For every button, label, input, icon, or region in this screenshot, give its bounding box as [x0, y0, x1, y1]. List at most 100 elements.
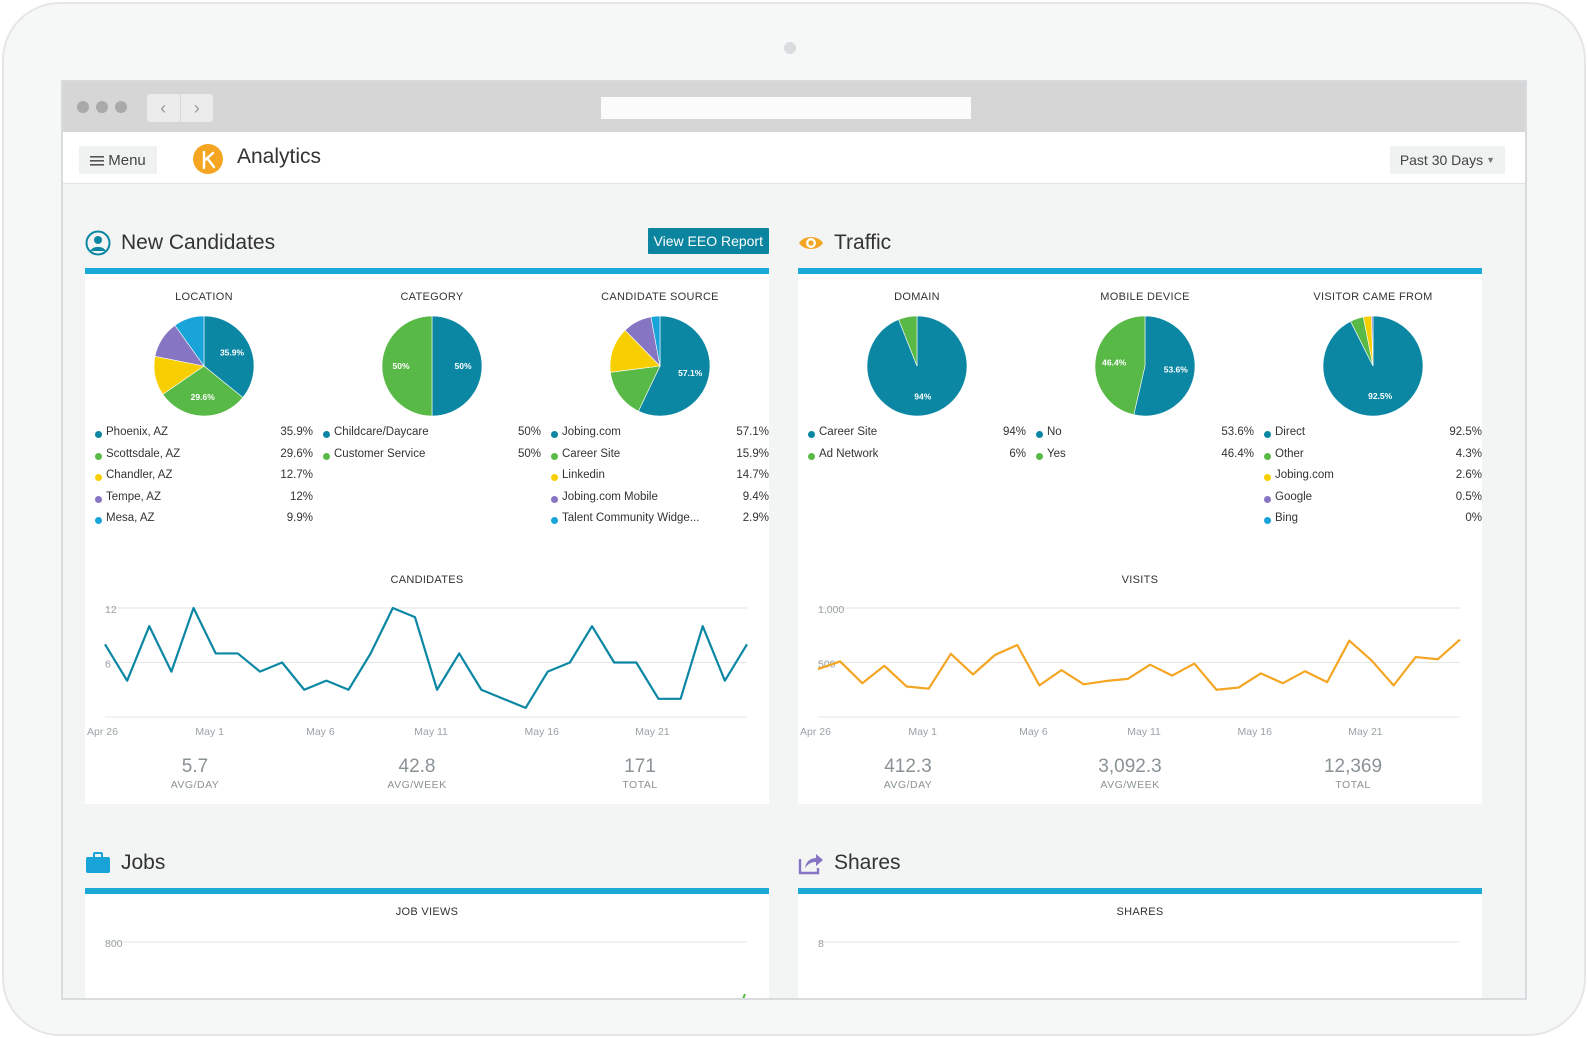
- pie-slice[interactable]: [1371, 315, 1374, 367]
- pie-legend: Direct 92.5% Other 4.3% Jobing.com 2.6% Google…: [1264, 426, 1482, 534]
- legend-label: Chandler, AZ: [106, 469, 173, 481]
- address-bar[interactable]: [601, 97, 971, 119]
- slice-label: 92.5%: [1368, 391, 1393, 401]
- legend-swatch: [95, 517, 102, 524]
- legend-item[interactable]: Tempe, AZ 12%: [95, 491, 313, 513]
- pie-slice[interactable]: [898, 315, 918, 367]
- pie-title: CANDIDATE SOURCE: [601, 291, 719, 303]
- window-close-dot[interactable]: [77, 101, 89, 113]
- legend-item[interactable]: Google 0.5%: [1264, 491, 1482, 513]
- legend-label: Jobing.com: [1275, 469, 1334, 481]
- legend-item[interactable]: Linkedin 14.7%: [551, 469, 769, 491]
- legend-value: 2.9%: [742, 512, 769, 524]
- legend-item[interactable]: Jobing.com 57.1%: [551, 426, 769, 448]
- stat-value: 171: [624, 756, 656, 777]
- legend-label: Direct: [1275, 426, 1306, 438]
- legend-item[interactable]: Phoenix, AZ 35.9%: [95, 426, 313, 448]
- x-tick-label: May 6: [1019, 726, 1048, 738]
- pie-slice[interactable]: [1133, 315, 1196, 417]
- pie-chart: 94%: [866, 315, 968, 417]
- y-tick-label: 6: [105, 659, 111, 671]
- legend-label: Customer Service: [334, 447, 426, 460]
- legend-label: Other: [1275, 447, 1304, 460]
- legend-value: 15.9%: [736, 447, 769, 460]
- menu-button[interactable]: Menu: [79, 146, 157, 174]
- legend-label: Jobing.com: [562, 426, 621, 438]
- legend-label: Google: [1275, 490, 1313, 503]
- pie-slice[interactable]: [381, 315, 433, 417]
- legend-item[interactable]: Yes 46.4%: [1036, 448, 1254, 470]
- window-maximize-dot[interactable]: [115, 101, 127, 113]
- legend-value: 94%: [1002, 426, 1026, 438]
- pie-title: LOCATION: [175, 291, 233, 303]
- legend-swatch: [323, 452, 330, 460]
- legend-value: 0%: [1465, 512, 1482, 524]
- legend-value: 12%: [289, 490, 313, 503]
- y-tick-label: 1,000: [818, 604, 844, 616]
- slice-label: 57.1%: [678, 368, 703, 378]
- pie-slice[interactable]: [610, 365, 661, 412]
- stat-value: 42.8: [398, 756, 436, 777]
- legend-swatch: [551, 452, 558, 460]
- legend-swatch: [1264, 431, 1271, 438]
- view-eeo-report-button[interactable]: View EEO Report: [647, 228, 769, 254]
- candidates-panel: LOCATION 35.9% 29.6% Phoenix, AZ 35.9% Scotts…: [85, 268, 769, 804]
- back-icon[interactable]: ‹: [160, 97, 167, 118]
- legend-item[interactable]: No 53.6%: [1036, 426, 1254, 448]
- candidates-line-chart: 6 12 Apr 26 May 1 May 6 May 11 May 16 May 21: [87, 604, 748, 738]
- candidates-pie-candidate-source: CANDIDATE SOURCE 57.1% Jobing.com 57.1% Care…: [551, 274, 769, 534]
- legend-swatch: [808, 431, 815, 438]
- legend-item[interactable]: Career Site 15.9%: [551, 448, 769, 470]
- legend-item[interactable]: Bing 0%: [1264, 512, 1482, 534]
- stat-avg-week: 3,092.3 AVG/WEEK: [1070, 756, 1190, 791]
- legend-value: 9.9%: [286, 512, 313, 524]
- x-tick-label: May 21: [1348, 726, 1383, 738]
- legend-value: 6%: [1009, 447, 1026, 460]
- pie-slice[interactable]: [174, 315, 205, 367]
- legend-label: Mesa, AZ: [106, 512, 155, 524]
- pie-chart: 57.1%: [609, 315, 711, 417]
- legend-swatch: [1036, 431, 1043, 438]
- pie-slice[interactable]: [203, 315, 255, 398]
- legend-item[interactable]: Ad Network 6%: [808, 448, 1026, 470]
- legend-value: 29.6%: [280, 447, 313, 460]
- legend-item[interactable]: Direct 92.5%: [1264, 426, 1482, 448]
- pie-slice[interactable]: [638, 315, 711, 417]
- window-minimize-dot[interactable]: [96, 101, 108, 113]
- legend-label: Yes: [1047, 447, 1066, 460]
- forward-icon[interactable]: ›: [179, 94, 214, 122]
- legend-swatch: [1264, 452, 1271, 460]
- stat-total: 12,369 TOTAL: [1293, 756, 1413, 791]
- x-tick-label: May 16: [1238, 726, 1273, 738]
- pie-slice[interactable]: [162, 365, 244, 417]
- legend-item[interactable]: Chandler, AZ 12.7%: [95, 469, 313, 491]
- legend-item[interactable]: Jobing.com 2.6%: [1264, 469, 1482, 491]
- legend-item[interactable]: Mesa, AZ 9.9%: [95, 512, 313, 534]
- pie-legend: Career Site 94% Ad Network 6%: [808, 426, 1026, 469]
- y-tick-label: 8: [818, 938, 824, 950]
- section-title: Traffic: [834, 231, 892, 254]
- legend-item[interactable]: Talent Community Widge... 2.9%: [551, 512, 769, 534]
- legend-item[interactable]: Customer Service 50%: [323, 448, 541, 470]
- legend-value: 50%: [517, 447, 541, 460]
- legend-swatch: [1264, 495, 1271, 503]
- menu-label: Menu: [108, 151, 146, 169]
- pie-slice[interactable]: [431, 315, 483, 417]
- legend-item[interactable]: Scottsdale, AZ 29.6%: [95, 448, 313, 470]
- legend-item[interactable]: Other 4.3%: [1264, 448, 1482, 470]
- date-range-value: Past 30 Days: [1399, 152, 1484, 168]
- legend-label: Ad Network: [819, 447, 879, 460]
- pie-slice[interactable]: [1094, 315, 1146, 416]
- legend-swatch: [551, 517, 558, 524]
- pie-slice[interactable]: [650, 315, 661, 367]
- legend-value: 9.4%: [742, 490, 769, 503]
- y-tick-label: 800: [105, 938, 123, 950]
- legend-item[interactable]: Jobing.com Mobile 9.4%: [551, 491, 769, 513]
- eye-icon: [799, 237, 823, 249]
- x-tick-label: May 16: [525, 726, 560, 738]
- date-range-select[interactable]: Past 30 Days ▼: [1389, 146, 1505, 174]
- legend-item[interactable]: Childcare/Daycare 50%: [323, 426, 541, 448]
- camera-dot: [784, 42, 796, 54]
- legend-item[interactable]: Career Site 94%: [808, 426, 1026, 448]
